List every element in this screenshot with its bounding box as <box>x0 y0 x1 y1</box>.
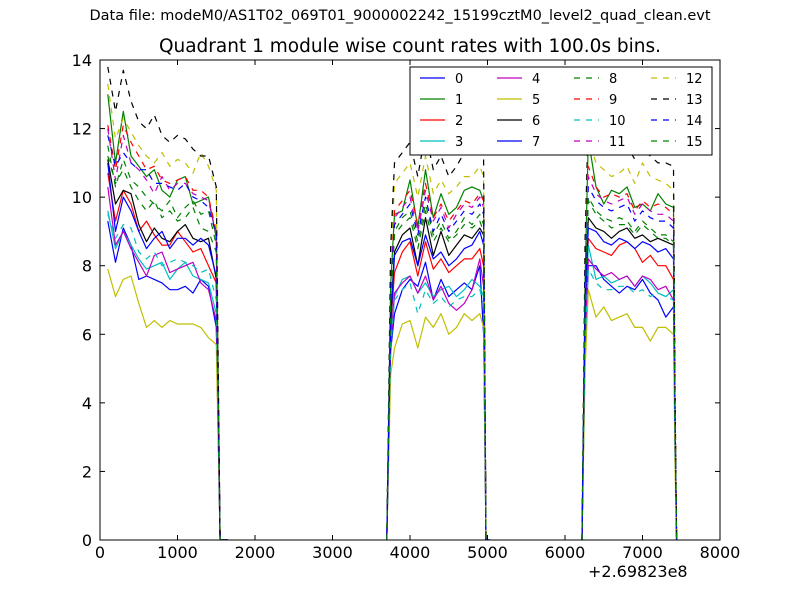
series-8-line <box>581 196 678 540</box>
legend-label-1: 1 <box>455 93 463 108</box>
legend-label-12: 12 <box>686 72 703 87</box>
series-1-line <box>386 169 490 540</box>
series-2-line <box>107 173 228 540</box>
series-10-line <box>581 268 678 540</box>
y-tick-label: 4 <box>82 394 92 413</box>
series-5-line <box>107 268 228 540</box>
x-tick-label: 3000 <box>312 543 353 562</box>
legend-label-15: 15 <box>686 135 703 150</box>
series-6 <box>107 159 678 540</box>
series-13-line <box>107 66 228 540</box>
legend-label-3: 3 <box>455 135 463 150</box>
y-tick-label: 6 <box>82 325 92 344</box>
series-5-line <box>581 289 678 540</box>
data-file-suptitle: Data file: modeM0/AS1T02_069T01_90000022… <box>89 8 711 24</box>
legend-label-4: 4 <box>532 72 540 87</box>
chart-title: Quadrant 1 module wise count rates with … <box>158 36 662 57</box>
series-14-line <box>581 186 678 540</box>
x-tick-label: 5000 <box>467 543 508 562</box>
series-15 <box>107 155 678 540</box>
legend-label-5: 5 <box>532 93 540 108</box>
series-lines <box>107 66 678 540</box>
series-2 <box>107 173 678 540</box>
series-3-line <box>581 244 678 540</box>
series-8 <box>107 145 678 540</box>
x-tick-label: 2000 <box>235 543 276 562</box>
series-8-line <box>107 145 228 540</box>
series-15-line <box>386 210 490 540</box>
y-tick-label: 8 <box>82 257 92 276</box>
legend-label-13: 13 <box>686 93 703 108</box>
legend-label-9: 9 <box>609 93 617 108</box>
x-tick-label: 0 <box>95 543 105 562</box>
x-tick-label: 6000 <box>545 543 586 562</box>
series-5 <box>107 268 678 540</box>
series-5-line <box>386 313 490 540</box>
series-9-line <box>386 182 490 540</box>
legend-label-11: 11 <box>609 135 626 150</box>
legend-label-8: 8 <box>609 72 617 87</box>
series-13-line <box>581 117 678 540</box>
series-3-line <box>386 275 490 540</box>
series-7-line <box>386 230 490 540</box>
series-4-line <box>107 186 228 540</box>
series-1-line <box>581 138 678 540</box>
series-3-line <box>107 210 228 540</box>
series-14-line <box>386 196 490 540</box>
y-tick-label: 12 <box>72 120 92 139</box>
series-0-line <box>386 261 490 540</box>
legend-label-7: 7 <box>532 135 540 150</box>
series-11-line <box>386 189 490 540</box>
series-10-line <box>386 282 490 540</box>
series-0 <box>107 220 678 540</box>
x-tick-label: 4000 <box>390 543 431 562</box>
x-tick-label: 7000 <box>622 543 663 562</box>
series-7 <box>107 162 678 540</box>
series-11 <box>107 128 678 540</box>
series-7-line <box>581 227 678 540</box>
series-13-line <box>386 131 490 540</box>
series-4-line <box>581 258 678 540</box>
series-10-line <box>107 214 228 540</box>
series-9-line <box>581 165 678 540</box>
legend-label-0: 0 <box>455 72 463 87</box>
y-tick-label: 0 <box>82 531 92 550</box>
series-7-line <box>107 162 228 540</box>
y-tick-label: 10 <box>72 188 92 207</box>
series-12-line <box>107 83 228 540</box>
y-tick-label: 14 <box>72 51 92 70</box>
series-9 <box>107 124 678 540</box>
legend-label-10: 10 <box>609 114 626 129</box>
legend-label-2: 2 <box>455 114 463 129</box>
series-15-line <box>107 155 228 540</box>
legend-label-14: 14 <box>686 114 703 129</box>
legend-label-6: 6 <box>532 114 540 129</box>
series-0-line <box>581 265 678 540</box>
series-11-line <box>107 128 228 540</box>
series-15-line <box>581 200 678 540</box>
series-2-line <box>581 237 678 540</box>
series-4-line <box>386 258 490 540</box>
series-2-line <box>386 241 490 540</box>
x-tick-label: 8000 <box>700 543 741 562</box>
series-6-line <box>581 217 678 540</box>
series-6-line <box>386 217 490 540</box>
y-tick-label: 2 <box>82 462 92 481</box>
series-12-line <box>386 155 490 540</box>
series-11-line <box>581 176 678 540</box>
x-offset-label: +2.69823e8 <box>588 562 688 581</box>
x-tick-label: 1000 <box>157 543 198 562</box>
legend-box <box>409 66 713 156</box>
series-10 <box>107 214 678 540</box>
